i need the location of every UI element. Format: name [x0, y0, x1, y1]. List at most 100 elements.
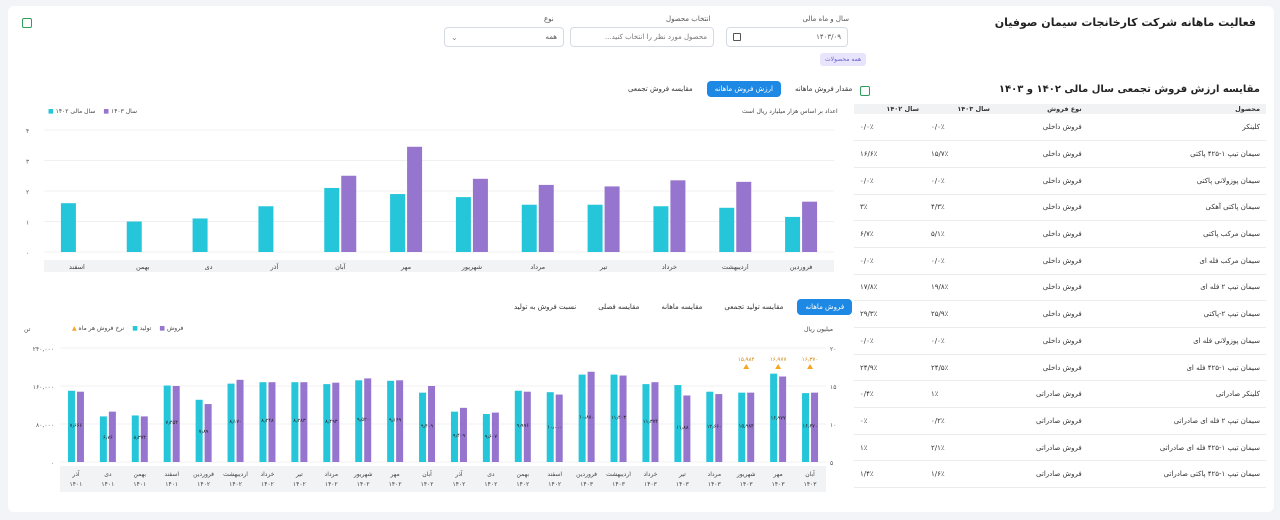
- cell-product: سیمان پوزولانی فله ای: [1087, 327, 1266, 355]
- excel-export-icon[interactable]: [860, 86, 870, 96]
- tab-seasonal-comparison[interactable]: مقایسه فصلی: [598, 303, 640, 311]
- cell-1402: ۱٪: [854, 434, 925, 462]
- bar: [482, 414, 490, 462]
- x-tick-label: ۱۴۰۲: [197, 481, 210, 488]
- x-tick-label: ۱۴۰۱: [165, 481, 178, 488]
- x-tick-label: فروردین: [576, 471, 597, 478]
- calendar-icon: [733, 33, 741, 41]
- cell-product: سیمان پوزولانی پاکتی: [1087, 167, 1266, 195]
- all-products-chip[interactable]: همه محصولات: [820, 53, 867, 66]
- legend-item-rate[interactable]: ▲ نرخ فروش هر ماه: [72, 325, 125, 332]
- x-tick-label: ۱۴۰۲: [421, 481, 434, 488]
- bar: [390, 194, 406, 252]
- bottom-chart-legend: ▲ نرخ فروش هر ماه ■ تولید ■ فروش: [72, 325, 183, 332]
- left-axis-unit: تن: [24, 326, 31, 333]
- product-placeholder: محصول مورد نظر را انتخاب کنید...: [604, 33, 707, 41]
- col-1402[interactable]: سال ۱۴۰۲: [854, 104, 925, 114]
- bar: [670, 180, 686, 252]
- bar: [770, 373, 778, 462]
- product-select[interactable]: محصول مورد نظر را انتخاب کنید...: [570, 27, 714, 47]
- x-tick-label: بهمن: [136, 263, 150, 271]
- type-select[interactable]: ⌄ همه: [444, 27, 564, 47]
- cell-product: سیمان مرکب فله ای: [1087, 247, 1266, 275]
- bottom-bar-chart: ۰ ۸۰,۰۰۰ ۱۶۰,۰۰۰ ۲۴۰,۰۰۰ ۵ ۱۰ ۱۵ ۲۰ ۷٫۶۶۶ آذر ۱۴۰۱…: [33, 346, 836, 492]
- cell-1402: ۰/۰٪: [854, 167, 925, 195]
- product-label: انتخاب محصول: [666, 15, 711, 23]
- x-tick-label: اسفند: [547, 471, 562, 478]
- bar-data-label: ۱۰٫۸۸۰: [579, 414, 594, 420]
- bar: [387, 380, 395, 462]
- legend-item-sales[interactable]: ■ فروش: [159, 325, 184, 332]
- legend-item-production[interactable]: ■ تولید: [132, 325, 152, 332]
- year-month-field[interactable]: ۱۴۰۳/۰۹: [726, 27, 848, 47]
- tab-monthly-sales-value[interactable]: ارزش فروش ماهانه: [706, 81, 781, 97]
- cell-1403: ۵/۱٪: [925, 220, 996, 248]
- bar: [131, 415, 139, 462]
- excel-export-icon[interactable]: [22, 18, 32, 28]
- bar: [715, 394, 723, 462]
- cell-product: سیمان پاکتی آهکی: [1087, 194, 1266, 222]
- tab-cumulative-production[interactable]: مقایسه تولید تجمعی: [724, 303, 784, 311]
- x-tick-label: آبان: [805, 469, 815, 478]
- cell-sale-type: فروش داخلی: [995, 140, 1088, 168]
- tab-monthly-sales[interactable]: فروش ماهانه: [797, 299, 853, 315]
- x-tick-label: بهمن: [517, 471, 530, 478]
- year-month-label: سال و ماه مالی: [802, 15, 849, 23]
- bar: [651, 382, 659, 462]
- table-row: کلینکر فروش داخلی ۰/۰٪ ۰/۰٪: [854, 114, 1266, 142]
- bar: [546, 392, 554, 462]
- x-tick-label: ۱۴۰۱: [133, 481, 146, 488]
- x-tick-label: مهر: [389, 471, 399, 478]
- cell-1402: ۰/۰٪: [854, 114, 925, 142]
- rate-marker: [743, 364, 750, 369]
- left-tick-label: ۰: [51, 460, 54, 467]
- tab-monthly-sales-amount[interactable]: مقدار فروش ماهانه: [794, 85, 853, 93]
- col-sale-type[interactable]: نوع فروش: [995, 104, 1088, 114]
- bar: [674, 385, 682, 462]
- bar: [785, 216, 801, 252]
- tab-sales-production-ratio[interactable]: نسبت فروش به تولید: [514, 303, 577, 311]
- table-row: سیمان تیپ ۱-۴۲۵ فله ای صادراتی فروش صادرا…: [854, 434, 1266, 462]
- x-tick-label: ۱۴۰۲: [229, 481, 242, 488]
- table-row: سیمان پاکتی آهکی فروش داخلی ۴/۳٪ ۳٪: [854, 194, 1266, 222]
- legend-item-1402[interactable]: ■ سال مالی ۱۴۰۲: [48, 108, 96, 115]
- cell-1403: ۰/۰٪: [925, 167, 996, 195]
- bar: [683, 395, 691, 462]
- x-tick-label: ۱۴۰۳: [804, 481, 818, 488]
- tab-monthly-comparison[interactable]: مقایسه ماهانه: [661, 303, 703, 311]
- x-tick-label: آبان: [422, 469, 432, 478]
- x-tick-label: ۱۴۰۲: [389, 481, 402, 488]
- bar-data-label: ۹٫۶۰۷: [485, 434, 498, 440]
- rate-label: ۱۶٫۳۷۰: [802, 357, 819, 363]
- bar: [459, 407, 467, 462]
- x-tick-label: اسفند: [69, 263, 85, 271]
- bar: [364, 378, 372, 462]
- bar: [521, 204, 537, 252]
- bar-data-label: ۱۱٫۴۰۳: [611, 415, 626, 421]
- bar-data-label: ۹٫۴۰۹: [453, 433, 466, 439]
- right-tick-label: ۱۰: [830, 422, 836, 429]
- tab-cumulative-sales[interactable]: مقایسه فروش تجمعی: [628, 85, 693, 93]
- bar: [163, 385, 171, 462]
- cell-1402: ۰٪: [854, 407, 925, 435]
- legend-item-1403[interactable]: ■ سال ۱۴۰۳: [103, 108, 137, 115]
- bar: [332, 382, 340, 462]
- x-tick-label: بهمن: [134, 471, 147, 478]
- x-tick-label: خرداد: [260, 471, 274, 478]
- cell-product: سیمان تیپ ۱-۴۲۵ پاکتی: [1087, 140, 1266, 168]
- x-tick-label: ۱۴۰۳: [676, 481, 690, 488]
- x-axis-band: [60, 466, 826, 492]
- col-product[interactable]: محصول: [1087, 104, 1266, 114]
- table-row: سیمان تیپ ۲ فله ای صادراتی فروش صادراتی ۰/…: [854, 407, 1266, 435]
- bar-data-label: ۸٫۴۹۳: [325, 419, 338, 425]
- x-tick-label: ۱۴۰۲: [516, 481, 529, 488]
- bar: [192, 218, 208, 252]
- cell-product: سیمان تیپ ۱-۴۲۵ فله ای صادراتی: [1087, 434, 1266, 462]
- cell-sale-type: فروش داخلی: [995, 354, 1088, 382]
- cell-1403: ۰/۰٪: [925, 327, 996, 355]
- table-row: سیمان تیپ ۱-۴۲۵ فله ای فروش داخلی ۲۴/۵٪ ۲۴/…: [854, 354, 1266, 382]
- col-1403[interactable]: سال ۱۴۰۳: [925, 104, 996, 114]
- x-tick-label: اردیبهشت: [722, 263, 749, 271]
- bar: [587, 371, 595, 462]
- bar: [811, 392, 819, 462]
